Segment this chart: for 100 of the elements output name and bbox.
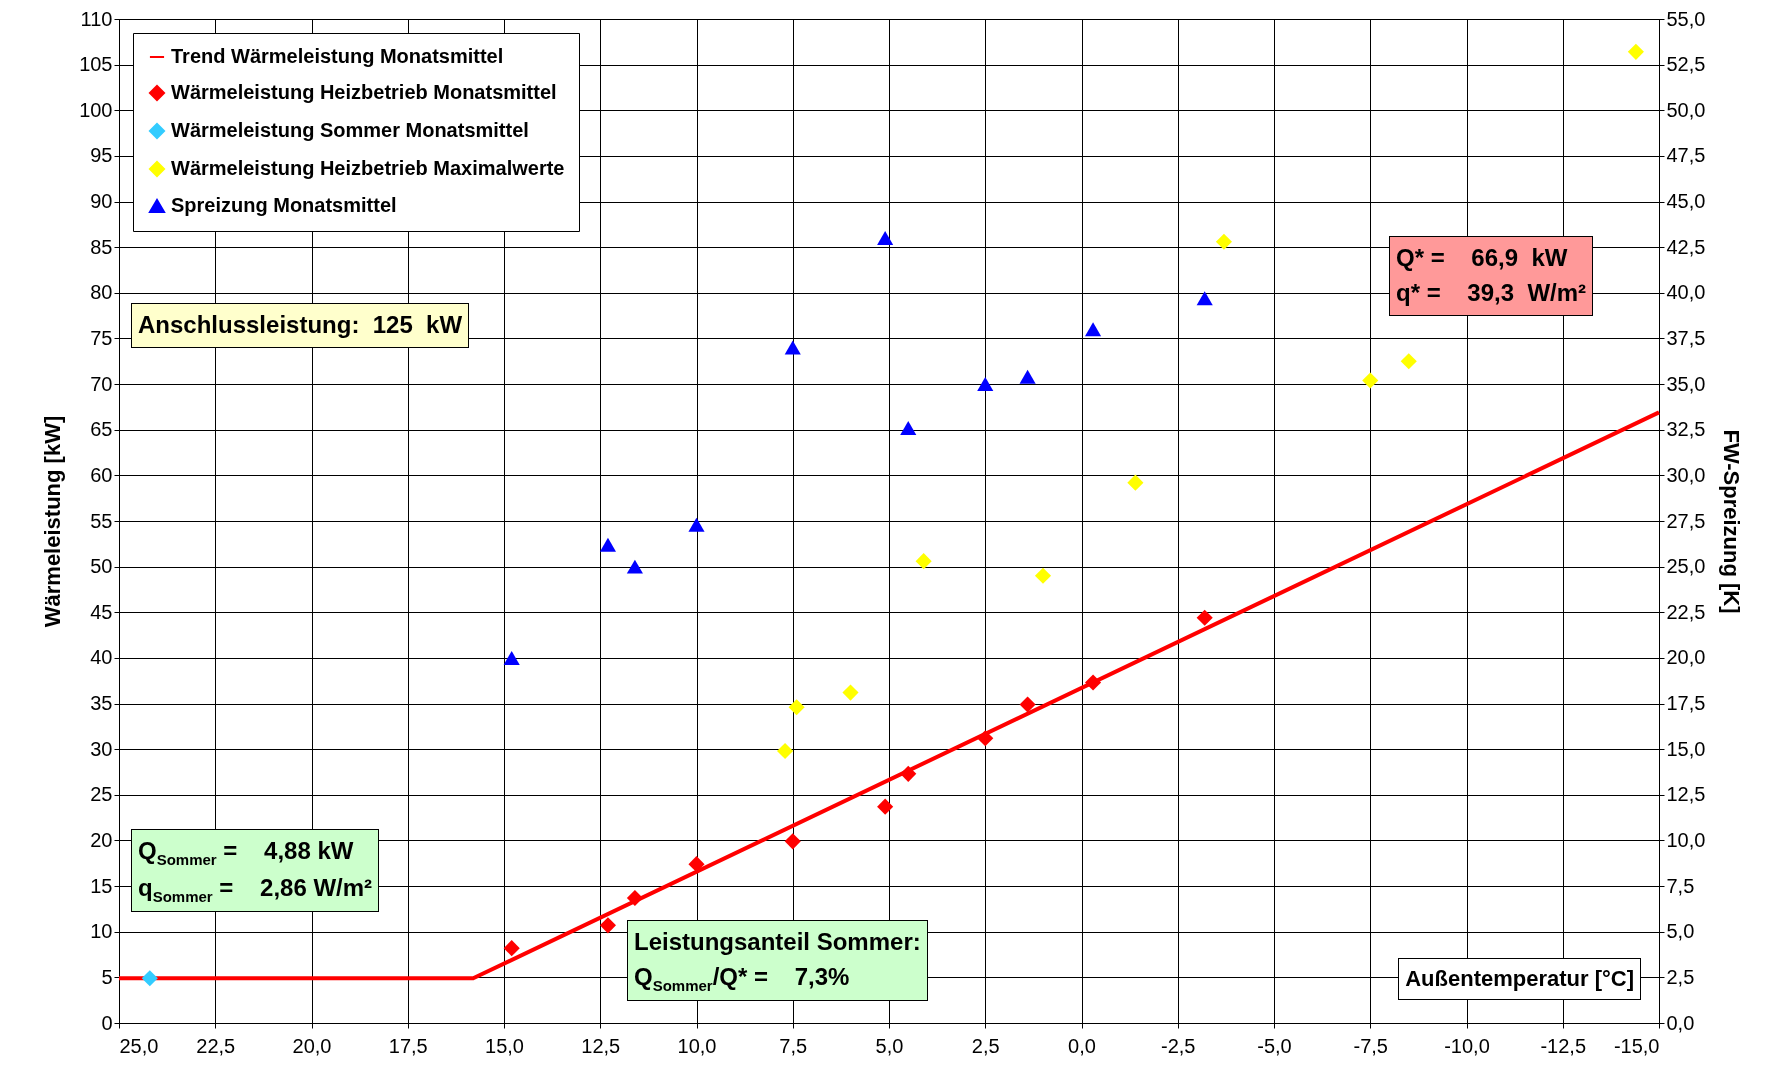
point — [1127, 474, 1144, 491]
y-tick-label: 100 — [79, 98, 113, 121]
legend-label: Trend Wärmeleistung Monatsmittel — [171, 45, 504, 67]
y-tick-label: 65 — [90, 418, 113, 441]
y-tick-label: 15 — [90, 874, 113, 897]
x-tick-label: 25,0 — [119, 1034, 159, 1057]
x-tick-label: 0,0 — [1068, 1034, 1096, 1057]
x-tick-label: 22,5 — [196, 1034, 236, 1057]
point — [1196, 291, 1213, 306]
x-tick-label: -10,0 — [1444, 1034, 1490, 1057]
point — [977, 730, 994, 747]
x-tick-label: -12,5 — [1540, 1034, 1587, 1057]
point — [784, 340, 801, 355]
point — [1019, 696, 1036, 713]
y2-tick-label: 7,5 — [1666, 874, 1695, 897]
point — [784, 833, 801, 850]
y2-tick-label: 45,0 — [1666, 190, 1706, 213]
y2-tick-label: 0,0 — [1666, 1011, 1695, 1034]
point — [688, 517, 705, 532]
y-tick-label: 90 — [90, 190, 113, 213]
point — [915, 553, 932, 570]
y2-tick-label: 22,5 — [1666, 600, 1706, 623]
y-tick-label: 75 — [90, 326, 113, 349]
point — [1034, 567, 1052, 584]
point — [599, 537, 617, 552]
point — [626, 559, 643, 574]
y2-tick-label: 17,5 — [1666, 692, 1706, 715]
legend-label: Wärmeleistung Sommer Monatsmittel — [171, 119, 529, 141]
y-tick-label: 95 — [90, 144, 113, 167]
y2-tick-label: 55,0 — [1666, 7, 1706, 30]
annotation: q* = 39,3 W/m² — [1396, 277, 1587, 308]
point — [776, 742, 794, 760]
annotation: Q* = 66,9 kW — [1396, 243, 1569, 273]
x-tick-label: -2,5 — [1161, 1034, 1196, 1057]
y-tick-label: 70 — [90, 372, 113, 395]
x-tick-label: -7,5 — [1353, 1034, 1388, 1057]
x-tick-label: 20,0 — [292, 1034, 332, 1057]
point — [1019, 369, 1036, 384]
y2-axis-title: FW-Spreizung [K] — [1719, 429, 1745, 614]
x-tick-label: 7,5 — [779, 1034, 808, 1057]
y-tick-label: 20 — [90, 828, 113, 851]
annotation: Q$_{Sommer}$/Q* = 7,3% — [634, 961, 851, 996]
y-tick-label: 105 — [79, 53, 113, 76]
y-tick-label: 5 — [101, 965, 113, 988]
y2-tick-label: 5,0 — [1666, 920, 1695, 943]
legend-label: Wärmeleistung Heizbetrieb Maximalwerte — [171, 157, 565, 179]
y-tick-label: 85 — [90, 235, 113, 258]
annotation: q$_{Sommer}$ = 2,86 W/m² — [138, 872, 373, 907]
y2-tick-label: 25,0 — [1666, 555, 1706, 578]
point — [877, 798, 894, 815]
point — [1215, 233, 1233, 250]
x-tick-label: 2,5 — [971, 1034, 1000, 1057]
point — [1084, 674, 1102, 691]
x-axis-title: Außentemperatur [°C] — [1398, 958, 1641, 1000]
y2-tick-label: 10,0 — [1666, 828, 1706, 851]
y-tick-label: 40 — [90, 646, 113, 669]
y-tick-label: 25 — [90, 783, 113, 806]
point — [1362, 372, 1379, 389]
y2-tick-label: 27,5 — [1666, 509, 1706, 532]
y-tick-label: 60 — [90, 463, 113, 486]
y2-tick-label: 35,0 — [1666, 372, 1706, 395]
y-tick-label: 80 — [90, 281, 113, 304]
point — [141, 970, 158, 987]
y-tick-label: 35 — [90, 692, 113, 715]
y-tick-label: 50 — [90, 555, 113, 578]
point — [788, 699, 805, 716]
y2-tick-label: 2,5 — [1666, 965, 1695, 988]
x-tick-label: 12,5 — [581, 1034, 621, 1057]
y-tick-label: 55 — [90, 509, 113, 532]
y-tick-label: 30 — [90, 737, 113, 760]
point — [842, 684, 859, 701]
point — [1627, 43, 1644, 60]
x-tick-label: 17,5 — [388, 1034, 428, 1057]
point — [503, 650, 520, 665]
annotation: Leistungsanteil Sommer: — [634, 927, 921, 957]
point — [1084, 322, 1102, 337]
point — [688, 856, 705, 873]
x-tick-label: 10,0 — [677, 1034, 717, 1057]
y-tick-label: 10 — [90, 920, 113, 943]
y2-tick-label: 12,5 — [1666, 783, 1706, 806]
y2-tick-label: 52,5 — [1666, 53, 1706, 76]
point — [626, 889, 643, 907]
y-tick-label: 45 — [90, 600, 113, 623]
point — [599, 917, 617, 934]
point — [1400, 353, 1417, 370]
point — [877, 231, 894, 246]
point — [503, 940, 520, 957]
x-tick-label: 15,0 — [485, 1034, 524, 1057]
x-tick-label: 5,0 — [875, 1034, 904, 1057]
y2-tick-label: 47,5 — [1666, 144, 1706, 167]
y2-tick-label: 15,0 — [1666, 737, 1706, 760]
legend-label: Spreizung Monatsmittel — [171, 194, 397, 216]
y2-tick-label: 20,0 — [1666, 646, 1706, 669]
point — [900, 765, 917, 782]
y2-tick-label: 50,0 — [1666, 98, 1706, 121]
y2-tick-label: 30,0 — [1666, 463, 1706, 486]
x-tick-label: -15,0 — [1613, 1034, 1660, 1057]
x-tick-label: -5,0 — [1257, 1034, 1292, 1057]
y2-tick-label: 40,0 — [1666, 281, 1706, 304]
point — [900, 420, 917, 435]
